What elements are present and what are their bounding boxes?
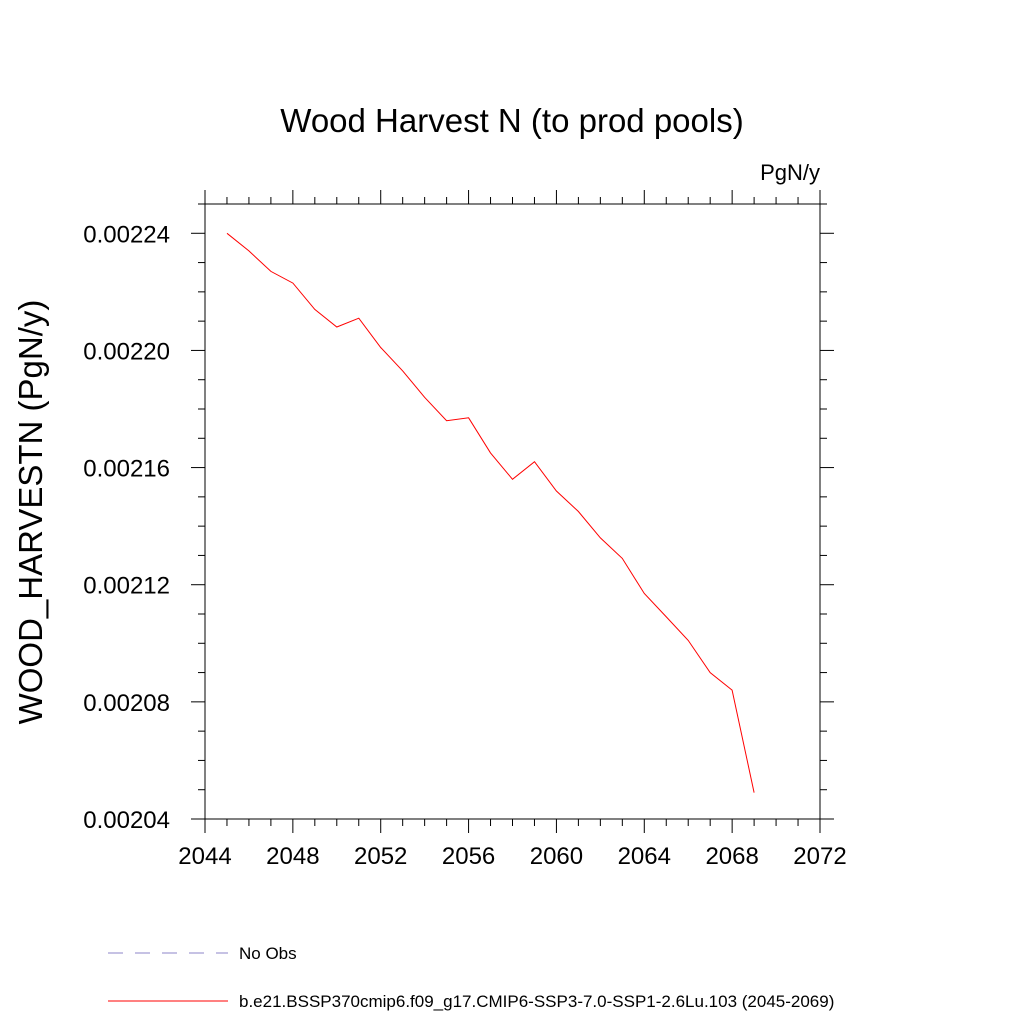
x-tick-label: 2064: [618, 843, 671, 870]
plot-frame: [204, 203, 821, 820]
x-tick-label: 2048: [266, 843, 319, 870]
y-tick-label: 0.00204: [83, 807, 170, 834]
x-tick-label: 2060: [530, 843, 583, 870]
y-tick-label: 0.00212: [83, 573, 170, 600]
legend: No Obs b.e21.BSSP370cmip6.f09_g17.CMIP6-S…: [108, 944, 834, 1011]
x-tick-label: 2072: [793, 843, 846, 870]
y-tick-label: 0.00224: [83, 221, 170, 248]
x-tick-label: 2044: [178, 843, 231, 870]
legend-label: b.e21.BSSP370cmip6.f09_g17.CMIP6-SSP3-7.…: [239, 992, 834, 1011]
y-tick-label: 0.00216: [83, 456, 170, 483]
axis-tick-labels: 2044 2048 2052 2056 2060 2064 2068 2072 0.00204 0…: [83, 221, 846, 870]
axis-ticks: [191, 190, 834, 833]
data-series: [226, 232, 755, 793]
x-tick-label: 2052: [354, 843, 407, 870]
x-tick-label: 2068: [705, 843, 758, 870]
y-axis-title: WOOD_HARVESTN (PgN/y): [12, 300, 49, 725]
series-line: [226, 232, 755, 793]
y-tick-label: 0.00208: [83, 690, 170, 717]
x-tick-label: 2056: [442, 843, 495, 870]
legend-label: No Obs: [239, 944, 297, 963]
chart-title: Wood Harvest N (to prod pools): [280, 102, 743, 139]
y-tick-label: 0.00220: [83, 338, 170, 365]
units-label: PgN/y: [760, 160, 820, 185]
